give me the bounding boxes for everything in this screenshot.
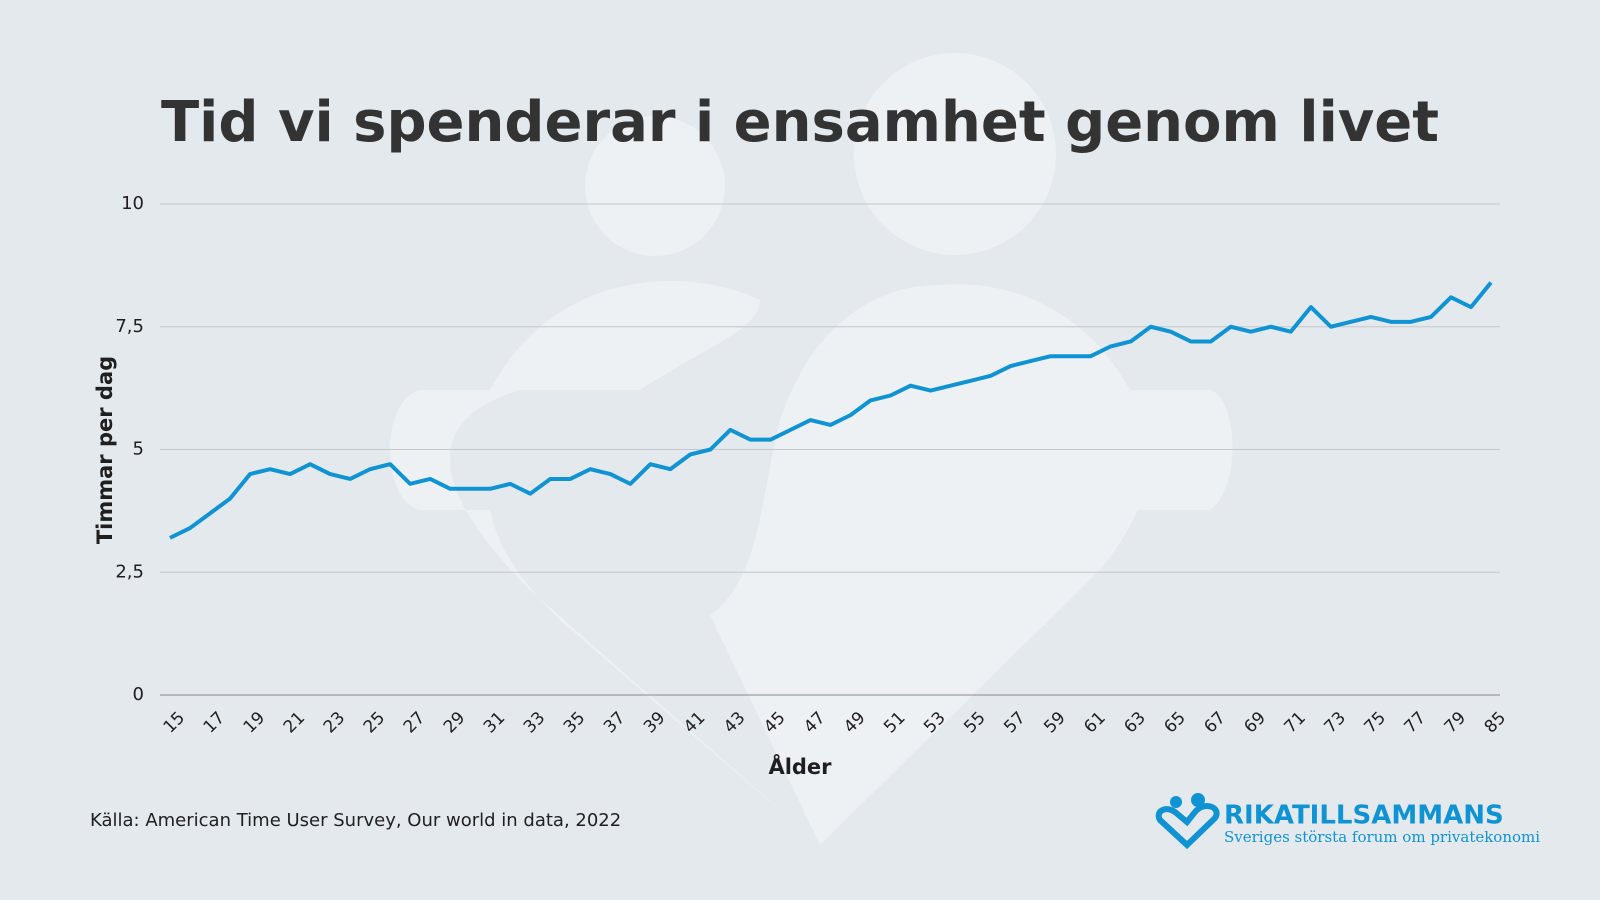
- source-note: Källa: American Time User Survey, Our wo…: [90, 810, 621, 831]
- x-tick-label: 37: [600, 708, 629, 737]
- x-tick-label: 59: [1040, 708, 1069, 737]
- y-axis-label: Timmar per dag: [93, 356, 117, 544]
- chart-title: Tid vi spenderar i ensamhet genom livet: [161, 90, 1439, 155]
- x-tick-label: 35: [560, 708, 589, 737]
- y-tick-label: 7,5: [115, 316, 144, 337]
- x-tick-label: 17: [200, 708, 229, 737]
- x-tick-label: 63: [1120, 708, 1149, 737]
- brand-logo: RIKATILLSAMMANS Sveriges största forum o…: [1155, 793, 1540, 850]
- brand-tagline: Sveriges största forum om privatekonomi: [1224, 828, 1540, 846]
- x-tick-label: 69: [1240, 708, 1269, 737]
- x-tick-label: 15: [160, 708, 189, 737]
- x-tick-label: 31: [480, 708, 509, 737]
- x-tick-label: 77: [1401, 708, 1430, 737]
- x-tick-label: 57: [1000, 708, 1029, 737]
- x-tick-label: 79: [1441, 708, 1470, 737]
- y-tick-label: 10: [121, 193, 144, 214]
- x-tick-label: 43: [720, 708, 749, 737]
- x-tick-label: 39: [640, 708, 669, 737]
- x-tick-label: 27: [400, 708, 429, 737]
- x-tick-label: 23: [320, 708, 349, 737]
- data-line: [169, 281, 1493, 540]
- brand-name: RIKATILLSAMMANS: [1224, 801, 1504, 831]
- x-tick-label: 67: [1200, 708, 1229, 737]
- x-tick-label: 21: [280, 708, 309, 737]
- y-tick-label: 5: [133, 439, 144, 460]
- x-tick-label: 85: [1481, 708, 1510, 737]
- x-tick-label: 75: [1361, 708, 1390, 737]
- x-tick-label: 65: [1160, 708, 1189, 737]
- x-tick-label: 41: [680, 708, 709, 737]
- x-tick-label: 71: [1280, 708, 1309, 737]
- x-tick-label: 19: [240, 708, 269, 737]
- x-tick-label: 25: [360, 708, 389, 737]
- y-tick-label: 0: [133, 684, 144, 705]
- x-tick-label: 55: [960, 708, 989, 737]
- x-tick-label: 29: [440, 708, 469, 737]
- x-tick-label: 33: [520, 708, 549, 737]
- x-axis-label: Ålder: [768, 754, 832, 779]
- x-tick-label: 61: [1080, 708, 1109, 737]
- y-tick-label: 2,5: [115, 561, 144, 582]
- x-tick-label: 73: [1321, 708, 1350, 737]
